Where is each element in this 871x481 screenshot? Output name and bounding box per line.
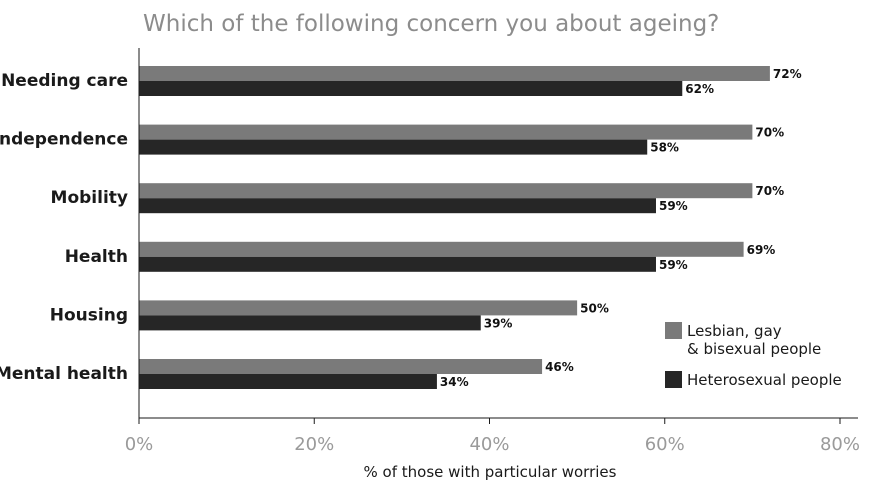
bar-heterosexual [139,198,656,214]
bar-heterosexual [139,256,656,272]
category-label: Independence [0,130,128,150]
legend-swatch [665,322,682,339]
bar-heterosexual [139,139,648,155]
x-tick-label: 0% [125,434,154,455]
data-label: 39% [484,316,513,330]
x-axis-label: % of those with particular worries [364,463,617,481]
data-label: 34% [440,375,469,389]
data-label: 70% [755,184,784,198]
legend-label: Lesbian, gay & bisexual people [687,322,821,358]
bar-heterosexual [139,81,683,96]
x-tick-label: 20% [294,434,334,455]
category-label: Mental health [0,364,128,384]
x-tick-label: 40% [469,434,509,455]
legend: Lesbian, gay & bisexual people Heterosexua… [665,322,842,389]
data-label: 58% [650,141,679,155]
x-tick-label: 60% [645,434,685,455]
category-label: Needing care [1,71,128,91]
bar-lgb [139,300,578,316]
bar-lgb [139,359,543,374]
data-label: 46% [545,360,574,374]
category-labels: Needing care Independence Mobility Health Ho… [0,71,128,384]
bar-lgb [139,241,744,257]
bar-heterosexual [139,374,437,389]
bars [139,66,770,389]
bar-lgb [139,183,753,199]
data-label: 62% [685,82,714,96]
axes [138,48,858,424]
x-tick-label: 80% [820,434,860,455]
data-label: 59% [659,258,688,272]
data-labels: 72% 62% 70% 58% 70% 59% 69% 59% 50% 39% 46% 34% [440,67,802,389]
data-label: 59% [659,199,688,213]
data-label: 70% [755,126,784,140]
legend-label: Heterosexual people [687,371,842,389]
data-label: 69% [747,243,776,257]
category-label: Mobility [51,188,128,208]
bar-lgb [139,124,753,140]
x-tick-labels: 0% 20% 40% 60% 80% [125,434,860,455]
chart-title: Which of the following concern you about… [143,11,719,37]
data-label: 72% [773,67,802,81]
bar-heterosexual [139,315,481,331]
category-label: Health [65,247,128,267]
bar-lgb [139,66,770,81]
legend-swatch [665,371,682,388]
data-label: 50% [580,301,609,315]
category-label: Housing [50,305,128,325]
